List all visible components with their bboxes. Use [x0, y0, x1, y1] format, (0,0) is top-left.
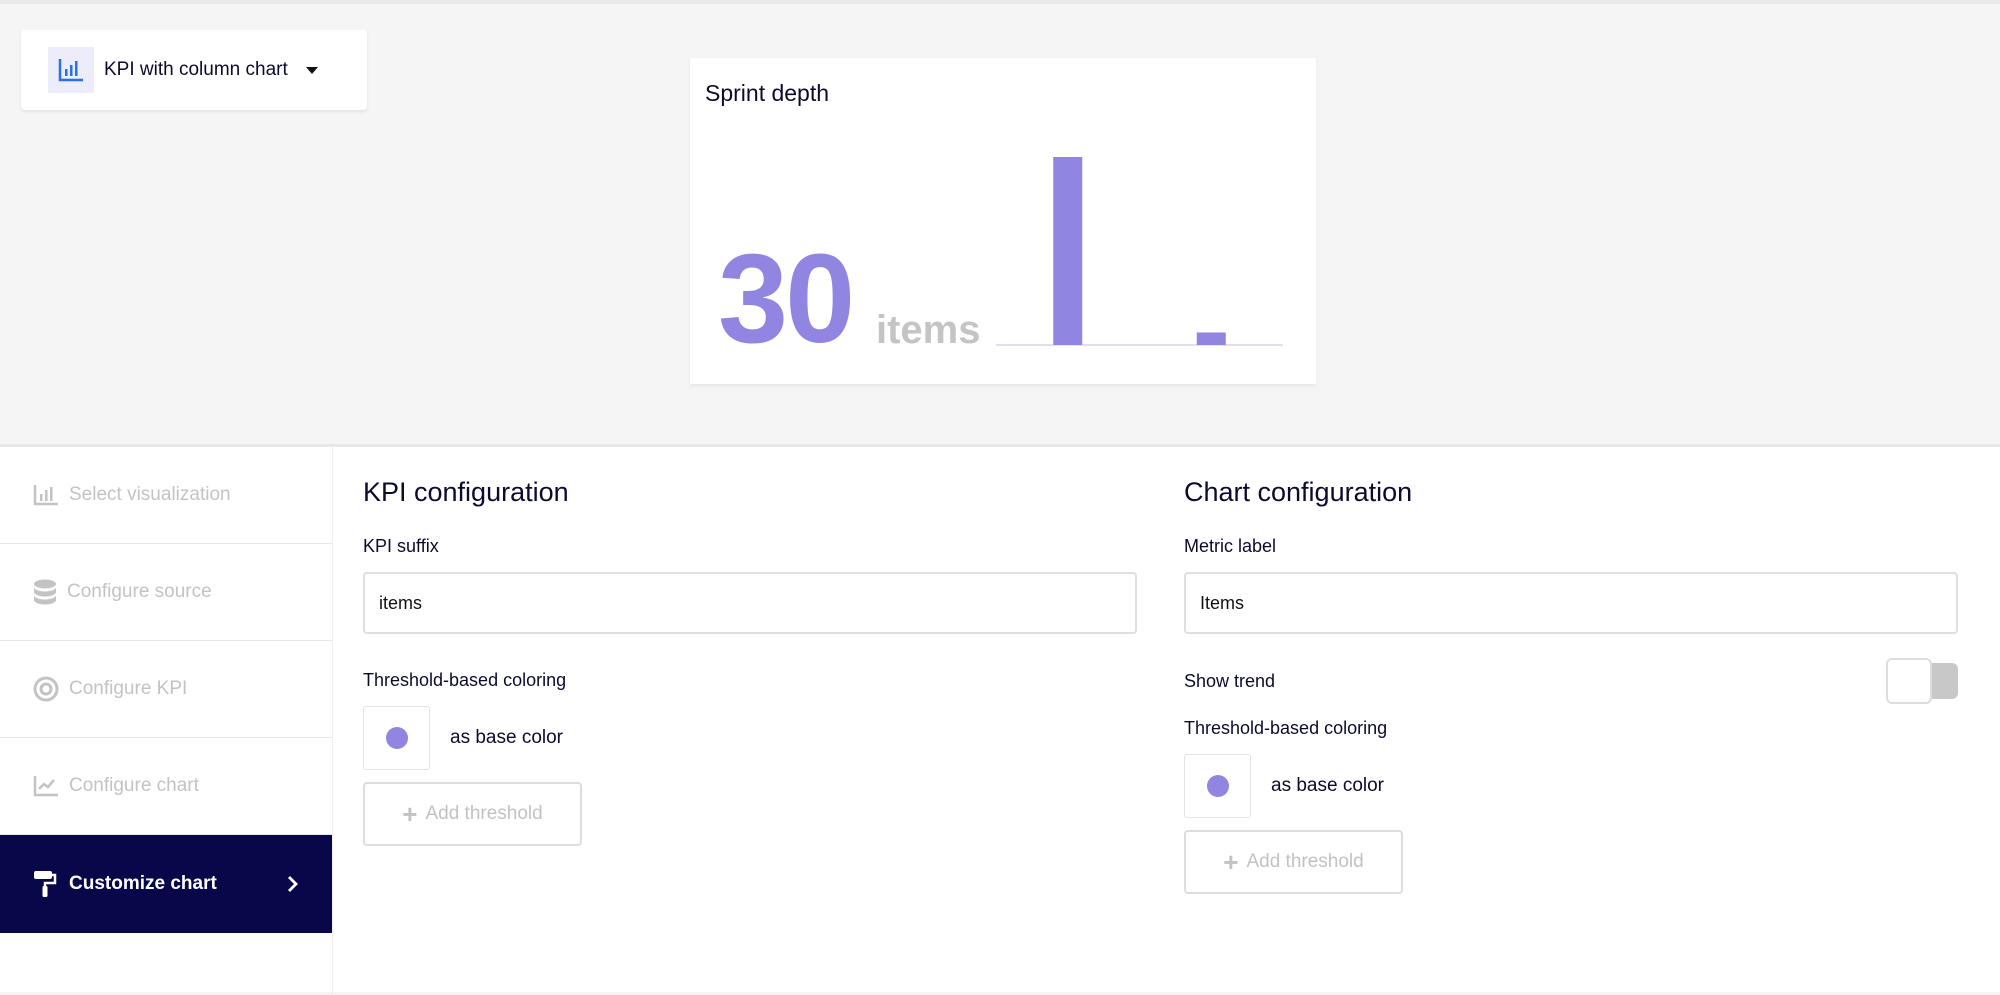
sidebar-item-label: Configure KPI [69, 678, 188, 699]
plus-icon: + [402, 798, 418, 829]
show-trend-label: Show trend [1184, 670, 1276, 691]
visualization-selector-label: KPI with column chart [104, 59, 288, 80]
column-chart-icon [48, 47, 94, 93]
kpi-config-heading: KPI configuration [363, 477, 569, 507]
metric-label-input[interactable] [1184, 572, 1958, 634]
caret-down-icon [305, 66, 318, 74]
chart-bar [1196, 332, 1226, 345]
kpi-add-threshold-button[interactable]: + Add threshold [363, 782, 582, 846]
sidebar-item-select-visualization[interactable]: Select visualization [0, 447, 332, 544]
paint-roller-icon [34, 871, 57, 897]
chart-config-heading: Chart configuration [1184, 477, 1413, 507]
chart-threshold-label: Threshold-based coloring [1184, 718, 1388, 738]
line-chart-icon [33, 776, 58, 797]
add-threshold-label: Add threshold [1246, 851, 1364, 872]
chart-configuration-section: Chart configuration Metric label Show tr… [1184, 477, 1958, 894]
bar-chart-icon [33, 485, 58, 506]
chart-add-threshold-button[interactable]: + Add threshold [1184, 830, 1403, 894]
preview-title: Sprint depth [705, 80, 830, 106]
chart-base-color-swatch[interactable] [1184, 754, 1251, 818]
sidebar-item-label: Customize chart [69, 873, 217, 894]
sidebar-item-configure-chart[interactable]: Configure chart [0, 738, 332, 835]
sidebar-item-configure-source[interactable]: Configure source [0, 544, 332, 641]
visualization-selector[interactable]: KPI with column chart [21, 30, 367, 110]
kpi-suffix-input[interactable] [363, 572, 1137, 634]
preview-card: Sprint depth 30 items [690, 58, 1316, 384]
kpi-base-color-label: as base color [450, 727, 564, 748]
chart-base-color-label: as base color [1271, 775, 1385, 796]
chart-bar [1053, 157, 1083, 345]
metric-label-label: Metric label [1184, 536, 1277, 556]
kpi-threshold-label: Threshold-based coloring [363, 670, 567, 690]
sidebar-item-label: Configure chart [69, 775, 199, 796]
show-trend-toggle[interactable] [1886, 658, 1958, 704]
color-dot [1206, 775, 1229, 797]
chevron-right-icon [288, 876, 298, 892]
kpi-suffix-label: KPI suffix [363, 536, 439, 556]
target-icon [33, 676, 59, 702]
database-icon [34, 579, 56, 605]
sidebar-item-customize-chart[interactable]: Customize chart [0, 835, 332, 933]
top-divider [0, 0, 2000, 4]
kpi-suffix: items [876, 308, 981, 352]
steps-sidebar: Select visualization Configure source Co… [0, 447, 333, 995]
plus-icon: + [1223, 846, 1239, 877]
sidebar-item-configure-kpi[interactable]: Configure KPI [0, 641, 332, 738]
kpi-configuration-section: KPI configuration KPI suffix Threshold-b… [363, 477, 1137, 846]
color-dot [385, 727, 408, 749]
add-threshold-label: Add threshold [425, 803, 543, 824]
sidebar-item-label: Configure source [67, 581, 212, 602]
sidebar-item-label: Select visualization [69, 484, 231, 505]
column-chart [996, 157, 1283, 346]
editor-panel: Select visualization Configure source Co… [0, 444, 2000, 995]
kpi-value: 30 [718, 228, 855, 369]
kpi-base-color-swatch[interactable] [363, 706, 430, 770]
